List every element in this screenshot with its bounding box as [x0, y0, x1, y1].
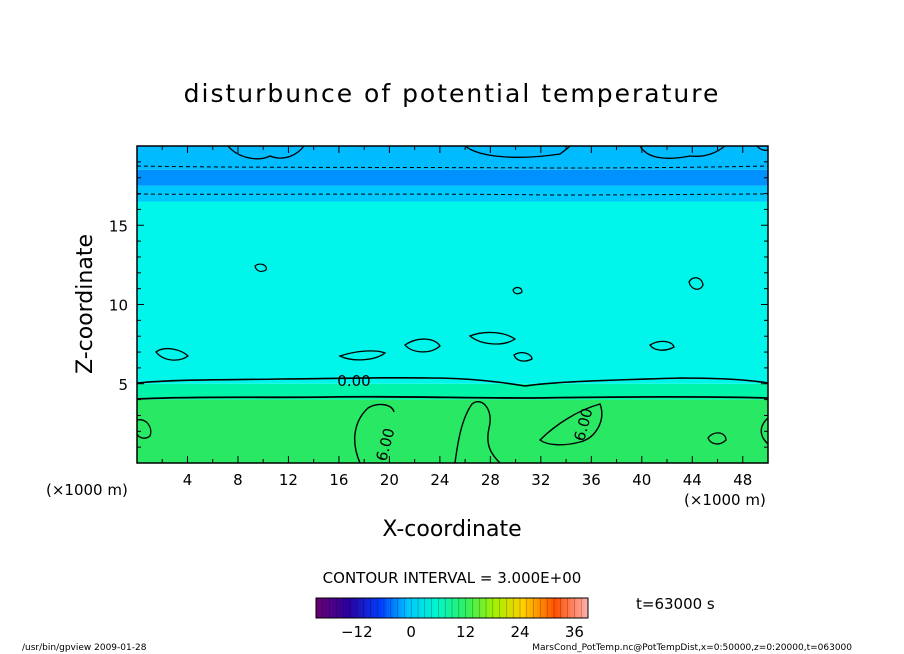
contour-line: [688, 277, 704, 290]
contour-line: [512, 286, 523, 295]
colorbar-tick-label: −12: [341, 623, 373, 641]
colorbar-tick-label: 36: [565, 623, 584, 641]
contour-line: [137, 395, 768, 400]
contour-line: [464, 146, 571, 158]
colorbar-ticks: −12 0 12 24 36: [315, 598, 589, 641]
x-tick-label: 28: [481, 471, 500, 489]
contour-line: [707, 432, 727, 445]
x-tick-label: 20: [380, 471, 399, 489]
y-tick-label: 5: [118, 376, 128, 394]
field-band: [137, 383, 768, 400]
plot-field: [137, 146, 768, 463]
contour-line: [137, 419, 152, 439]
y-axis-label: Z-coordinate: [73, 234, 98, 374]
chart-title: disturbunce of potential temperature: [184, 79, 721, 108]
colorbar: −12 0 12 24 36: [315, 597, 589, 641]
contour-label: 0.00: [337, 372, 370, 390]
x-tick-label: 44: [683, 471, 702, 489]
contour-line: [338, 350, 387, 361]
x-tick-label: 36: [582, 471, 601, 489]
footer-left: /usr/bin/gpview 2009-01-28: [22, 643, 147, 653]
field-band: [137, 201, 768, 384]
field-band: [137, 399, 768, 463]
contour-line: [137, 165, 768, 169]
contour-line: [404, 338, 441, 353]
contour-line: [254, 263, 267, 272]
contour-line: [137, 193, 768, 196]
contour-line: [760, 417, 768, 445]
contour-line: [155, 347, 189, 361]
time-label: t=63000 s: [636, 595, 715, 613]
y-axis: 5 10 15: [109, 145, 768, 464]
contour-line: [513, 352, 533, 362]
x-unit-right: (×1000 m): [684, 491, 766, 509]
colorbar-tick-label: 0: [406, 623, 416, 641]
x-tick-label: 16: [329, 471, 348, 489]
contour-line: [227, 146, 305, 160]
x-tick-label: 40: [632, 471, 651, 489]
x-axis: 4 8 12 16 20 24 28 32 36 40 44 48: [136, 146, 769, 489]
x-tick-label: 24: [430, 471, 449, 489]
colorbar-fill: [315, 597, 589, 619]
y-tick-label: 15: [109, 217, 128, 235]
contour-line: [649, 340, 675, 351]
x-tick-label: 8: [233, 471, 243, 489]
x-tick-label: 48: [733, 471, 752, 489]
colorbar-tick-label: 12: [456, 623, 475, 641]
colorbar-tick-label: 24: [510, 623, 529, 641]
contour-line: [538, 403, 603, 446]
footer-right: MarsCond_PotTemp.nc@PotTempDist,x=0:5000…: [532, 643, 852, 653]
x-unit-left: (×1000 m): [46, 481, 128, 499]
contour-line: [468, 331, 517, 345]
contour-line: [639, 146, 726, 159]
x-tick-label: 32: [531, 471, 550, 489]
x-tick-label: 12: [279, 471, 298, 489]
x-axis-label: X-coordinate: [382, 517, 521, 542]
contour-line: [454, 401, 501, 463]
field-band: [137, 169, 768, 186]
y-tick-label: 10: [109, 297, 128, 315]
field-band: [137, 146, 768, 170]
contour-line: [354, 403, 395, 463]
x-tick-label: 4: [183, 471, 193, 489]
field-band: [137, 185, 768, 202]
contour-interval: CONTOUR INTERVAL = 3.000E+00: [323, 569, 582, 587]
contour-line: [137, 376, 768, 387]
